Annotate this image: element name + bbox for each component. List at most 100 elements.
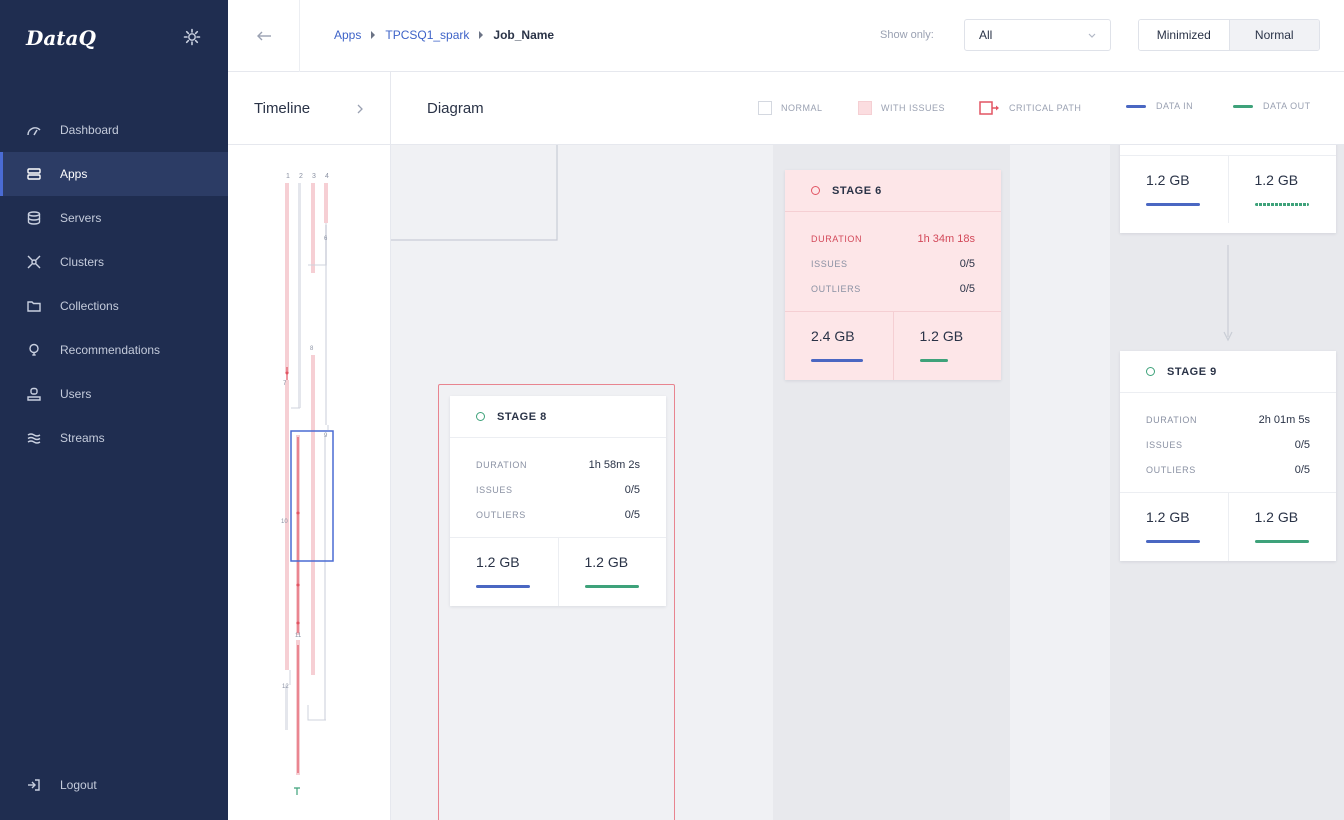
issues-label: ISSUES xyxy=(811,258,848,269)
timeline-bar xyxy=(325,225,327,425)
timeline-lane-label: 1 xyxy=(286,173,290,180)
legend-issues-label: WITH ISSUES xyxy=(881,103,946,113)
diagram-title: Diagram xyxy=(427,100,484,117)
timeline-bar xyxy=(285,183,289,373)
data-in-cell: 1.2 GB xyxy=(450,538,558,606)
legend-critical-path: CRITICAL PATH xyxy=(979,101,1081,115)
data-out-cell: 1.2 GB xyxy=(557,538,667,606)
legend-normal: NORMAL xyxy=(758,101,823,115)
sidebar-item-label: Clusters xyxy=(60,255,105,269)
stage-header: STAGE 9 xyxy=(1120,351,1336,393)
outliers-value: 0/5 xyxy=(624,508,640,521)
data-in-cell: 2.4 GB xyxy=(785,312,893,380)
data-in-bar xyxy=(811,359,863,362)
critical-path-icon xyxy=(979,101,999,115)
timeline-lane-label: 4 xyxy=(325,173,329,180)
logout-icon xyxy=(26,777,42,793)
data-in-value: 1.2 GB xyxy=(476,554,520,570)
timeline-title: Timeline xyxy=(254,100,311,117)
view-mode-minimized-button[interactable]: Minimized xyxy=(1139,20,1229,50)
stage-card-9[interactable]: STAGE 9 DURATION 2h 01m 5s ISSUES 0/5 OUTL… xyxy=(1120,351,1336,561)
data-out-bar xyxy=(1254,540,1309,543)
sidebar-item-label: Users xyxy=(60,387,92,401)
status-normal-icon xyxy=(476,412,485,421)
sidebar-item-label: Recommendations xyxy=(60,343,161,357)
sidebar-item-apps[interactable]: Apps xyxy=(0,152,228,196)
data-out-swatch xyxy=(1233,104,1253,108)
sidebar-item-collections[interactable]: Collections xyxy=(0,284,228,328)
critical-path-outline xyxy=(438,384,675,820)
timeline-end-marker xyxy=(294,787,300,795)
breadcrumb-apps[interactable]: Apps xyxy=(334,28,362,42)
diagram-canvas[interactable]: STAGE 8 DURATION 1h 58m 2s ISSUES 0/5 OUTL… xyxy=(391,145,1344,820)
sidebar-item-label: Apps xyxy=(60,167,88,181)
data-in-value: 1.2 GB xyxy=(1146,172,1190,188)
sidebar-item-streams[interactable]: Streams xyxy=(0,416,228,460)
stage-title: STAGE 8 xyxy=(497,410,547,423)
breadcrumb-current: Job_Name xyxy=(493,28,555,42)
sidebar-item-clusters[interactable]: Clusters xyxy=(0,240,228,284)
timeline-marker: 7 xyxy=(283,381,287,387)
timeline-marker: 11 xyxy=(295,633,302,639)
sidebar-item-dashboard[interactable]: Dashboard xyxy=(0,108,228,152)
breadcrumb-app[interactable]: TPCSQ1_spark xyxy=(385,28,470,42)
duration-label: DURATION xyxy=(1146,414,1198,425)
data-out-value: 1.2 GB xyxy=(1254,509,1299,525)
data-in-bar xyxy=(1146,203,1200,206)
diagram-connectors xyxy=(391,145,1233,342)
timeline-bar xyxy=(324,183,328,223)
duration-value: 1h 34m 18s xyxy=(917,232,975,245)
timeline-bar xyxy=(311,183,315,273)
issues-value: 0/5 xyxy=(959,257,975,270)
breadcrumb-arrow-icon xyxy=(479,31,484,39)
issues-label: ISSUES xyxy=(476,484,513,495)
stage-card-partial[interactable]: 1.2 GB 1.2 GB xyxy=(1120,145,1336,233)
back-button[interactable] xyxy=(228,0,300,72)
sidebar-item-recommendations[interactable]: Recommendations xyxy=(0,328,228,372)
timeline-marker: 12 xyxy=(282,684,289,690)
servers-icon xyxy=(26,210,42,226)
timeline-bar xyxy=(285,685,288,730)
sidebar-item-servers[interactable]: Servers xyxy=(0,196,228,240)
chevron-right-icon[interactable] xyxy=(356,104,364,114)
brand-logo[interactable]: DataQ xyxy=(26,26,96,50)
sidebar-item-label: Collections xyxy=(60,299,119,313)
timeline-marker: 6 xyxy=(324,236,328,242)
chevron-down-icon xyxy=(1088,33,1096,38)
duration-label: DURATION xyxy=(476,459,528,470)
status-issue-icon xyxy=(811,186,820,195)
view-mode-normal-button[interactable]: Normal xyxy=(1228,20,1319,50)
breadcrumb: Apps TPCSQ1_spark Job_Name xyxy=(334,28,554,42)
timeline-chart[interactable]: 1 2 3 4 xyxy=(228,145,391,820)
data-out-bar xyxy=(1254,203,1309,206)
logout-label: Logout xyxy=(60,778,97,792)
users-icon xyxy=(26,386,42,402)
sidebar-item-users[interactable]: Users xyxy=(0,372,228,416)
legend-normal-label: NORMAL xyxy=(781,103,823,113)
timeline-marker: 10 xyxy=(281,519,288,525)
gear-icon[interactable] xyxy=(183,28,201,46)
show-only-label: Show only: xyxy=(880,29,934,41)
apps-icon xyxy=(26,166,42,182)
duration-value: 2h 01m 5s xyxy=(1258,413,1310,426)
logout-button[interactable]: Logout xyxy=(0,763,228,807)
data-in-cell: 1.2 GB xyxy=(1120,493,1228,561)
stage-data: 1.2 GB 1.2 GB xyxy=(450,538,666,606)
legend-data-out-label: DATA OUT xyxy=(1263,101,1311,111)
show-only-select[interactable]: All xyxy=(964,19,1111,51)
sidebar-item-label: Streams xyxy=(60,431,105,445)
sidebar-nav: Dashboard Apps Servers Clusters Collecti… xyxy=(0,108,228,460)
data-in-value: 2.4 GB xyxy=(811,328,855,344)
timeline-panel: 1 2 3 4 xyxy=(228,145,391,820)
data-out-value: 1.2 GB xyxy=(919,328,964,344)
data-in-cell: 1.2 GB xyxy=(1120,156,1228,223)
outliers-label: OUTLIERS xyxy=(811,283,861,294)
data-out-bar xyxy=(584,585,639,588)
timeline-lane-label: 2 xyxy=(299,173,303,180)
stage-card-8[interactable]: STAGE 8 DURATION 1h 58m 2s ISSUES 0/5 OUTL… xyxy=(450,396,666,606)
collections-icon xyxy=(26,298,42,314)
data-in-bar xyxy=(476,585,530,588)
stage-card-6[interactable]: STAGE 6 DURATION 1h 34m 18s ISSUES 0/5 OUT… xyxy=(785,170,1001,380)
timeline-viewport-handle[interactable] xyxy=(290,430,334,562)
timeline-critical-markers xyxy=(285,371,300,625)
